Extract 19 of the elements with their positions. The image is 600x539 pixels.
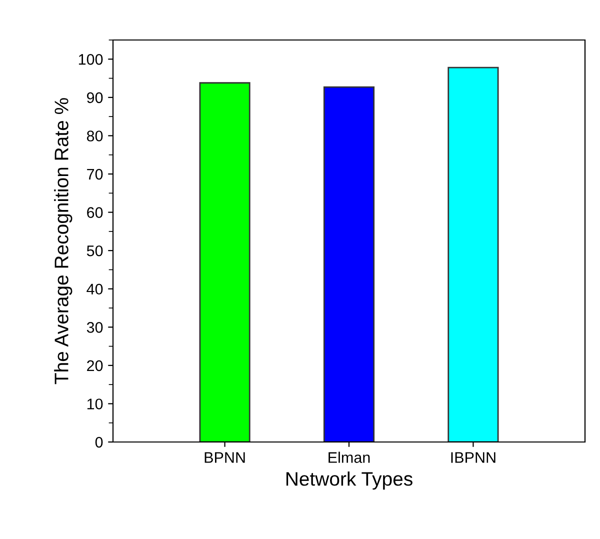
y-tick-label: 60 (87, 207, 103, 218)
y-tick-label: 90 (87, 92, 103, 104)
y-tick-label: 50 (86, 245, 103, 256)
y-tick-label: 100 (78, 54, 103, 65)
y-axis-title: The Average Recognition Rate % (54, 98, 72, 384)
x-tick-label: BPNN (204, 452, 245, 463)
y-tick-label: 10 (87, 398, 103, 410)
y-tick-label: 70 (87, 168, 103, 180)
bar (448, 66, 499, 442)
x-tick-label: Elman (328, 452, 370, 463)
x-tick-label: IBPNN (451, 452, 496, 463)
y-tick-label: 80 (86, 130, 103, 142)
y-tick-label: 20 (87, 360, 103, 372)
x-axis-title: Network Types (286, 472, 412, 490)
bar (199, 82, 250, 442)
y-tick-label: 40 (86, 284, 103, 295)
y-tick-label: 30 (86, 322, 103, 333)
y-tick-label: 0 (95, 436, 103, 448)
bar (323, 86, 375, 442)
